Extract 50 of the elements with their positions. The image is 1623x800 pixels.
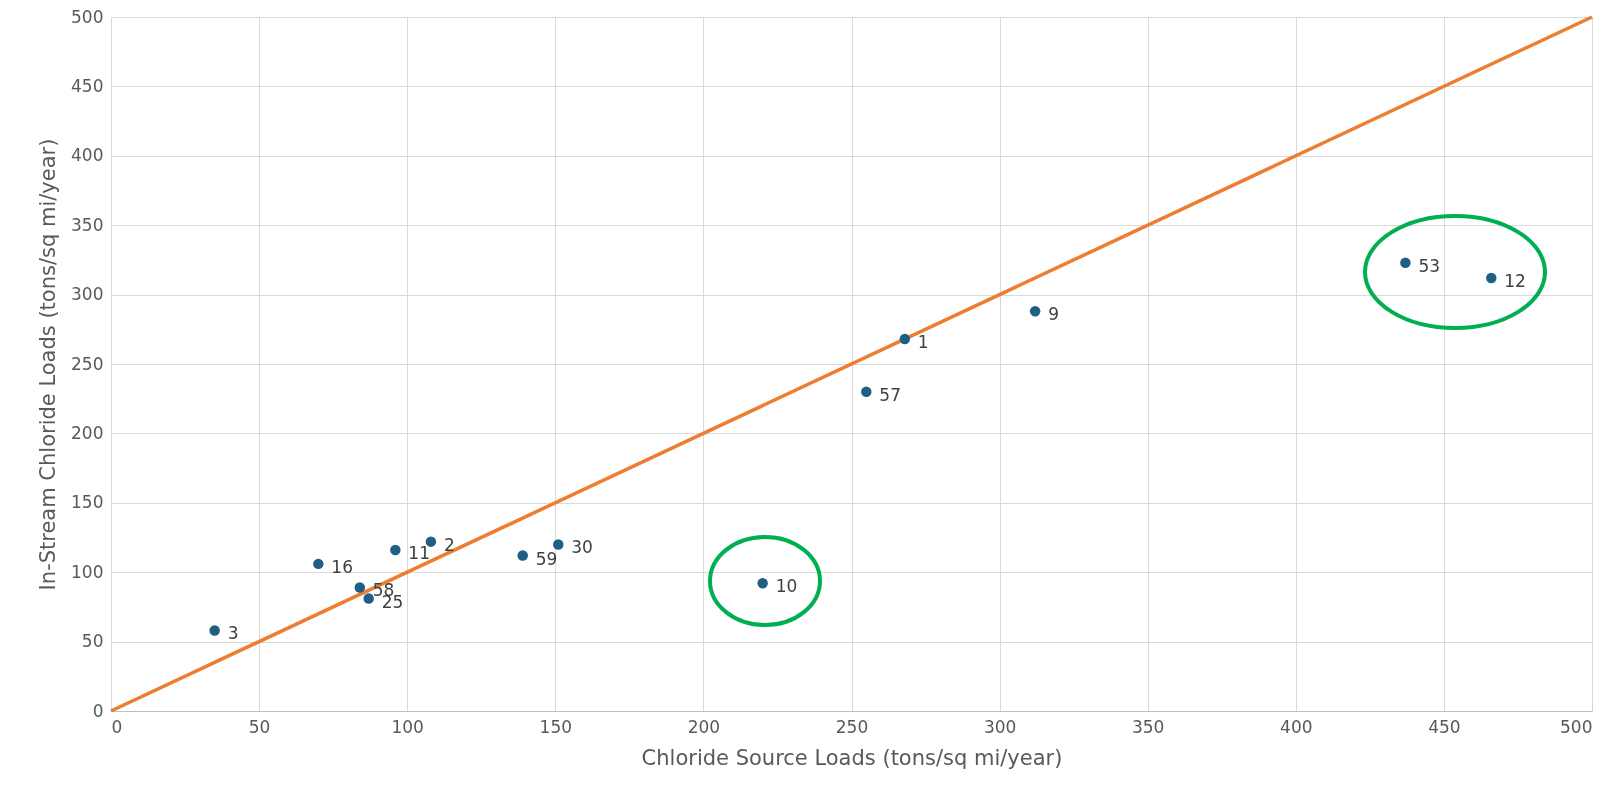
annotation: 11 bbox=[408, 542, 430, 563]
point bbox=[553, 539, 564, 550]
x-tick-label: 400 bbox=[1280, 716, 1313, 737]
point bbox=[1029, 306, 1041, 317]
annotation: 1 bbox=[917, 332, 929, 353]
point bbox=[517, 550, 528, 561]
x-tick-label: 100 bbox=[391, 716, 424, 737]
y-tick-label: 50 bbox=[81, 631, 104, 652]
annotation: 10 bbox=[775, 576, 798, 597]
y-tick-label: 0 bbox=[92, 700, 104, 721]
x-tick-label: 50 bbox=[248, 716, 271, 737]
annotation: 12 bbox=[1504, 270, 1526, 291]
annotation: 3 bbox=[227, 623, 239, 644]
x-tick-label: 350 bbox=[1131, 716, 1165, 737]
annotation: 57 bbox=[879, 384, 901, 405]
point bbox=[313, 558, 324, 570]
x-tick-label: 500 bbox=[1560, 716, 1593, 737]
y-tick-label: 350 bbox=[71, 214, 104, 235]
annotation: 59 bbox=[535, 548, 558, 569]
annotation: 30 bbox=[571, 537, 593, 558]
x-tick-label: 150 bbox=[539, 716, 573, 737]
point bbox=[899, 333, 911, 345]
point bbox=[390, 544, 401, 556]
point bbox=[354, 582, 366, 593]
y-tick-label: 450 bbox=[71, 75, 104, 96]
y-axis-title: In-Stream Chloride Loads (tons/sq mi/year) bbox=[36, 138, 61, 591]
annotation: 9 bbox=[1048, 304, 1059, 325]
y-tick-label: 150 bbox=[71, 492, 104, 513]
x-tick-label: 250 bbox=[835, 716, 869, 737]
x-tick-label: 0 bbox=[111, 716, 123, 737]
annotation: 53 bbox=[1418, 255, 1441, 276]
y-tick-label: 200 bbox=[71, 422, 104, 443]
point bbox=[425, 536, 437, 547]
x-tick-label: 300 bbox=[983, 716, 1017, 737]
x-axis-title: Chloride Source Loads (tons/sq mi/year) bbox=[641, 745, 1063, 770]
point bbox=[861, 386, 872, 397]
point bbox=[209, 625, 220, 636]
y-tick-label: 400 bbox=[71, 145, 104, 166]
y-tick-label: 300 bbox=[71, 284, 104, 305]
y-tick-label: 250 bbox=[71, 353, 104, 374]
point bbox=[363, 593, 374, 604]
x-tick-label: 200 bbox=[687, 716, 721, 737]
point bbox=[757, 578, 768, 589]
y-tick-label: 100 bbox=[71, 561, 104, 582]
point bbox=[1400, 257, 1411, 268]
annotation: 2 bbox=[443, 534, 455, 555]
y-tick-label: 500 bbox=[71, 6, 104, 27]
x-tick-label: 450 bbox=[1428, 716, 1461, 737]
annotation: 16 bbox=[331, 556, 353, 577]
point bbox=[1486, 272, 1497, 284]
